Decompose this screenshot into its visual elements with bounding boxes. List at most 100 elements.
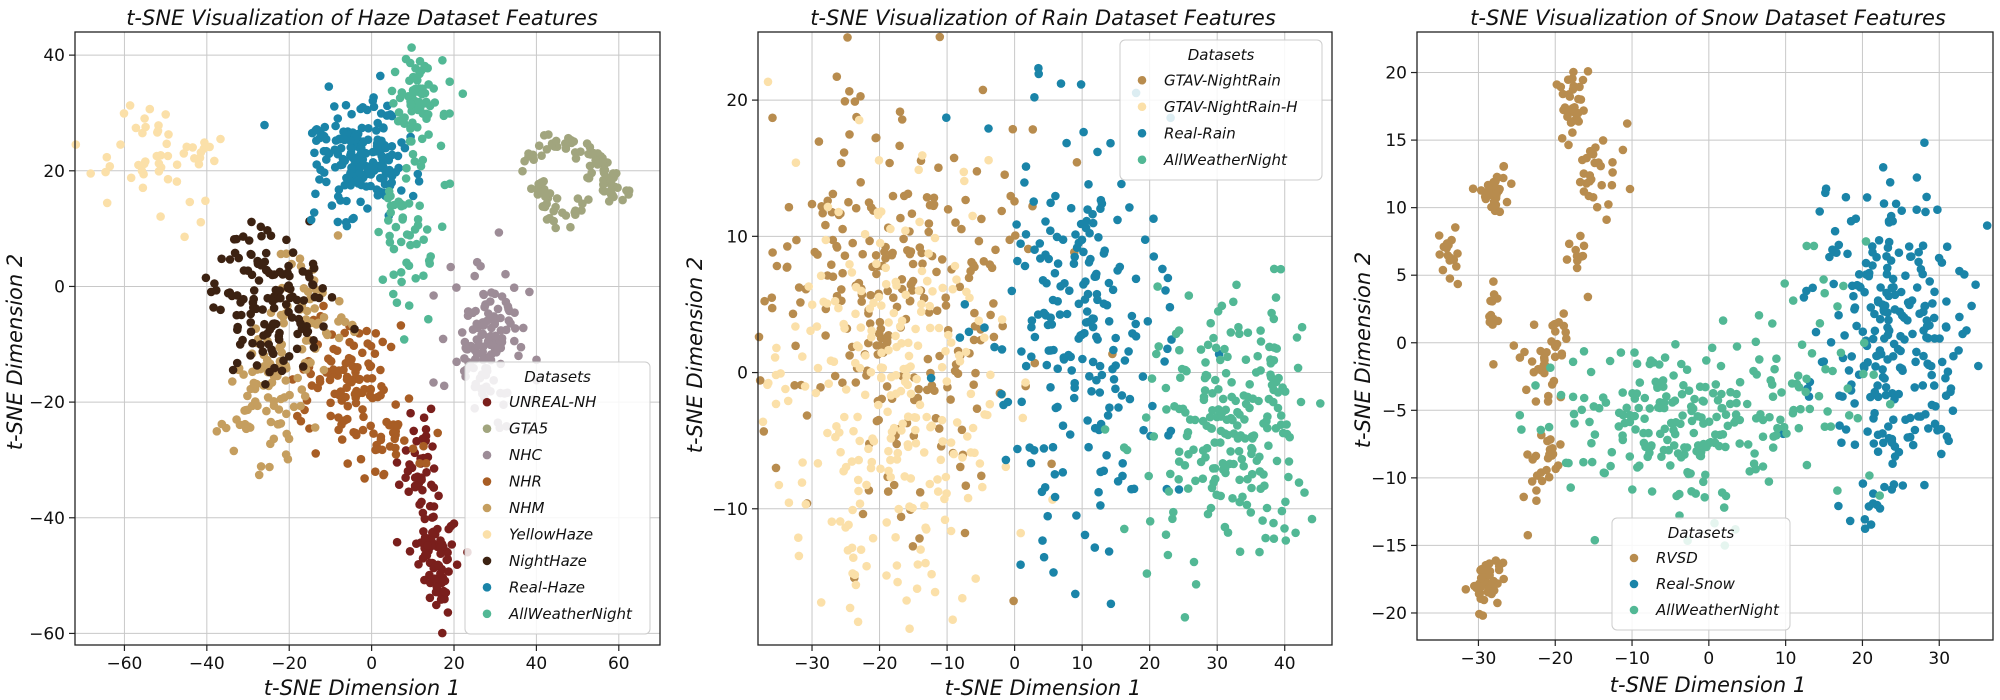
haze-point-nhr [359, 412, 368, 422]
snow-point-rvsd [1557, 134, 1567, 143]
rain-point-gtav-nightrain [899, 234, 908, 244]
snow-point-real-snow [1900, 335, 1909, 344]
snow-xtick-label: 10 [1775, 649, 1797, 669]
rain-point-gtav-nightrain-h [807, 300, 817, 310]
rain-xlabel: t-SNE Dimension 1 [945, 676, 1141, 700]
rain-point-real-rain [1074, 334, 1083, 343]
rain-point-gtav-nightrain [882, 382, 892, 391]
haze-point-nhm [282, 249, 291, 258]
haze-point-nhm [301, 336, 311, 345]
rain-point-gtav-nightrain [932, 306, 942, 316]
haze-point-real-haze [373, 118, 383, 128]
snow-point-rvsd [1453, 249, 1462, 258]
haze-point-nighthaze [249, 286, 259, 295]
rain-legend-marker [1137, 128, 1147, 138]
rain-point-real-rain [1109, 375, 1119, 384]
snow-point-allweathernight [1628, 485, 1637, 494]
haze-point-yellowhaze [145, 104, 155, 114]
haze-point-nhr [358, 405, 367, 414]
rain-point-real-rain [1088, 314, 1097, 323]
rain-point-gtav-nightrain [991, 245, 1000, 255]
haze-point-yellowhaze [134, 160, 143, 170]
snow-point-real-snow [1815, 207, 1824, 216]
snow-legend-label: Real-Snow [1656, 575, 1736, 593]
rain-point-gtav-nightrain [888, 191, 898, 201]
snow-point-allweathernight [1821, 364, 1830, 374]
rain-point-gtav-nightrain [768, 113, 777, 123]
haze-point-nhm [229, 446, 239, 456]
rain-point-allweathernight [1202, 443, 1212, 453]
haze-point-nhr [368, 393, 377, 403]
rain-point-real-rain [1085, 372, 1094, 381]
rain-point-gtav-nightrain [802, 411, 812, 420]
snow-point-allweathernight [1676, 419, 1685, 429]
rain-point-gtav-nightrain [924, 308, 934, 317]
haze-point-gta5 [542, 215, 552, 224]
haze-point-nighthaze [249, 294, 258, 304]
snow-point-real-snow [1834, 240, 1844, 250]
rain-point-allweathernight [1191, 580, 1201, 589]
haze-point-real-haze [312, 136, 321, 145]
haze-point-nighthaze [319, 322, 328, 331]
haze-point-nighthaze [275, 267, 285, 277]
snow-point-allweathernight [1600, 468, 1609, 478]
haze-point-unreal-nh [447, 540, 457, 549]
rain-point-gtav-nightrain-h [851, 358, 860, 368]
rain-point-allweathernight [1175, 345, 1184, 355]
snow-point-allweathernight [1625, 417, 1635, 427]
rain-point-gtav-nightrain-h [827, 517, 837, 526]
rain-point-gtav-nightrain-h [813, 459, 823, 468]
haze-point-nhc [501, 269, 510, 279]
haze-point-nhr [366, 421, 376, 431]
haze-point-nighthaze [227, 291, 237, 301]
rain-point-real-rain [1058, 468, 1068, 477]
haze-point-unreal-nh [434, 491, 443, 501]
rain-point-gtav-nightrain [767, 293, 777, 303]
rain-point-gtav-nightrain-h [830, 296, 840, 306]
haze-legend-marker [482, 503, 492, 513]
rain-point-allweathernight [1182, 366, 1191, 376]
snow-point-real-snow [1894, 248, 1904, 257]
snow-point-rvsd [1486, 310, 1496, 320]
snow-point-real-snow [1828, 245, 1837, 254]
snow-point-rvsd [1560, 103, 1570, 112]
rain-point-real-rain [1021, 162, 1031, 171]
rain-point-real-rain [1086, 254, 1095, 264]
rain-point-gtav-nightrain [1023, 244, 1033, 254]
snow-point-rvsd [1579, 169, 1589, 178]
snow-ytick-label: −10 [1371, 469, 1407, 489]
snow-legend-label: RVSD [1656, 549, 1698, 567]
rain-point-real-rain [1111, 384, 1120, 394]
rain-point-real-rain [1167, 335, 1176, 344]
haze-legend-box [464, 361, 651, 635]
haze-point-nighthaze [264, 340, 274, 349]
haze-point-allweathernight [397, 277, 406, 287]
snow-point-real-snow [1923, 359, 1932, 369]
snow-point-real-snow [1841, 425, 1851, 434]
snow-legend-marker [1629, 579, 1639, 589]
haze-point-nighthaze [305, 273, 314, 282]
haze-point-nhm [212, 427, 222, 436]
snow-point-allweathernight [1656, 379, 1665, 388]
rain-point-gtav-nightrain [925, 200, 935, 210]
rain-point-real-rain [964, 327, 974, 337]
snow-point-allweathernight [1670, 396, 1680, 406]
rain-point-gtav-nightrain-h [884, 318, 893, 327]
haze-point-nighthaze [308, 280, 317, 289]
haze-point-allweathernight [391, 222, 401, 232]
rain-point-gtav-nightrain-h [946, 526, 956, 536]
haze-point-gta5 [584, 195, 593, 204]
rain-point-gtav-nightrain-h [884, 466, 893, 476]
rain-point-gtav-nightrain [888, 248, 897, 258]
haze-point-unreal-nh [439, 586, 448, 596]
snow-point-allweathernight [1657, 452, 1666, 462]
rain-point-gtav-nightrain-h [916, 307, 926, 317]
rain-point-gtav-nightrain-h [794, 551, 804, 561]
snow-point-real-snow [1928, 299, 1937, 308]
snow-point-rvsd [1487, 202, 1496, 212]
rain-point-real-rain [1083, 289, 1093, 299]
haze-point-allweathernight [392, 298, 402, 308]
